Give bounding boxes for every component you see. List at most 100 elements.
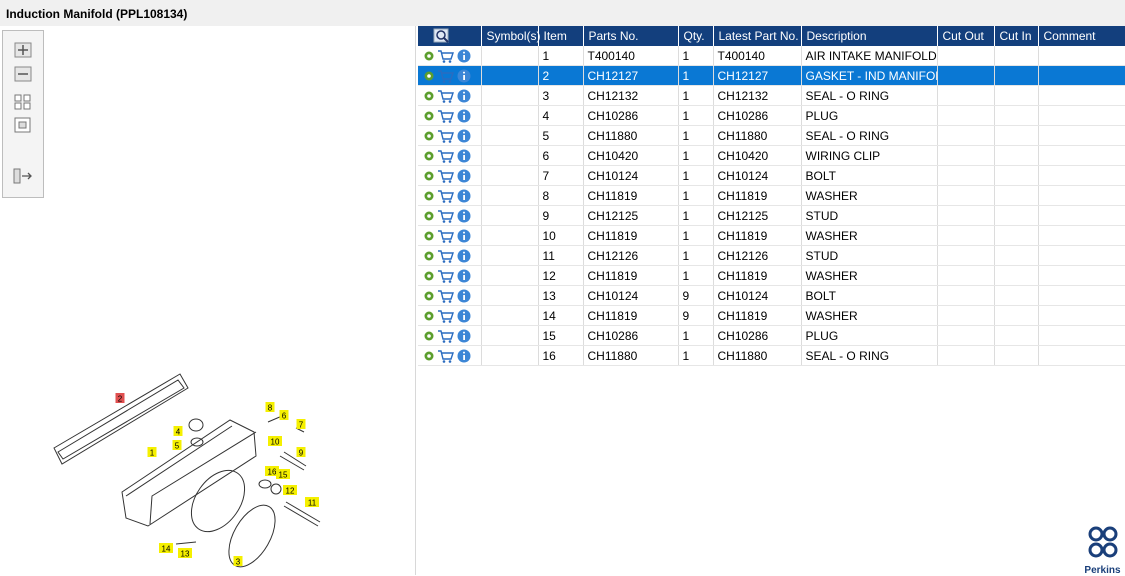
actual-size-button[interactable] bbox=[14, 117, 31, 133]
part-row[interactable]: 14 CH11819 9 CH11819 WASHER bbox=[418, 305, 1125, 326]
callout-box[interactable] bbox=[296, 447, 306, 457]
part-row[interactable]: 5 CH11880 1 CH11880 SEAL - O RING bbox=[418, 125, 1125, 146]
callout-box[interactable] bbox=[265, 402, 275, 412]
symbol-cell bbox=[481, 85, 539, 106]
callout-box[interactable] bbox=[276, 469, 290, 479]
info-icon[interactable] bbox=[457, 189, 471, 202]
info-icon[interactable] bbox=[457, 289, 471, 302]
part-row[interactable]: 4 CH10286 1 CH10286 PLUG bbox=[418, 105, 1125, 126]
settings-icon[interactable] bbox=[424, 131, 434, 140]
settings-icon[interactable] bbox=[424, 331, 434, 340]
callout-box[interactable] bbox=[305, 497, 319, 507]
part-row[interactable]: 6 CH10420 1 CH10420 WIRING CLIP bbox=[418, 145, 1125, 166]
part-row[interactable]: 9 CH12125 1 CH12125 STUD bbox=[418, 205, 1125, 226]
part-row[interactable]: 15 CH10286 1 CH10286 PLUG bbox=[418, 325, 1125, 346]
callout-box[interactable] bbox=[159, 543, 173, 553]
list-toggle-button[interactable] bbox=[13, 168, 32, 184]
settings-icon[interactable] bbox=[424, 91, 434, 100]
settings-icon[interactable] bbox=[424, 71, 434, 80]
symbol-cell bbox=[481, 285, 539, 306]
part-row[interactable]: 12 CH11819 1 CH11819 WASHER bbox=[418, 265, 1125, 286]
cart-icon[interactable] bbox=[438, 229, 454, 243]
cart-icon[interactable] bbox=[438, 289, 454, 303]
callout-box[interactable] bbox=[147, 447, 157, 457]
cart-icon[interactable] bbox=[438, 169, 454, 183]
info-icon[interactable] bbox=[457, 109, 471, 122]
settings-icon[interactable] bbox=[424, 291, 434, 300]
cell: 7 bbox=[538, 165, 584, 186]
cell: WASHER bbox=[801, 305, 938, 326]
info-icon[interactable] bbox=[457, 169, 471, 182]
fit-button[interactable] bbox=[14, 94, 31, 110]
cart-icon[interactable] bbox=[438, 189, 454, 203]
settings-icon[interactable] bbox=[424, 151, 434, 160]
callout-box[interactable] bbox=[178, 548, 192, 558]
search-column-header[interactable] bbox=[418, 26, 482, 46]
callout-box[interactable] bbox=[296, 419, 306, 429]
callout-box[interactable] bbox=[172, 440, 182, 450]
zoom-in-button[interactable] bbox=[14, 42, 32, 58]
settings-icon[interactable] bbox=[424, 251, 434, 260]
page-title: Induction Manifold (PPL108134) bbox=[6, 7, 188, 21]
callout-box[interactable] bbox=[233, 556, 243, 566]
settings-icon[interactable] bbox=[424, 351, 434, 360]
info-icon[interactable] bbox=[457, 49, 471, 62]
settings-icon[interactable] bbox=[424, 51, 434, 60]
part-row[interactable]: 8 CH11819 1 CH11819 WASHER bbox=[418, 185, 1125, 206]
settings-icon[interactable] bbox=[424, 111, 434, 120]
cart-icon[interactable] bbox=[438, 49, 454, 63]
info-icon[interactable] bbox=[457, 209, 471, 222]
cart-icon[interactable] bbox=[438, 69, 454, 83]
part-row[interactable]: 7 CH10124 1 CH10124 BOLT bbox=[418, 165, 1125, 186]
cart-icon[interactable] bbox=[438, 209, 454, 223]
callout-box[interactable] bbox=[265, 466, 279, 476]
part-row[interactable]: 13 CH10124 9 CH10124 BOLT bbox=[418, 285, 1125, 306]
settings-icon[interactable] bbox=[424, 311, 434, 320]
callout-label: 15 bbox=[279, 471, 288, 480]
info-icon[interactable] bbox=[457, 269, 471, 282]
cell: 8 bbox=[538, 185, 584, 206]
settings-icon[interactable] bbox=[424, 171, 434, 180]
settings-icon[interactable] bbox=[424, 191, 434, 200]
cart-icon[interactable] bbox=[438, 129, 454, 143]
part-row[interactable]: 11 CH12126 1 CH12126 STUD bbox=[418, 245, 1125, 266]
info-icon[interactable] bbox=[457, 89, 471, 102]
settings-icon[interactable] bbox=[424, 231, 434, 240]
settings-icon[interactable] bbox=[424, 211, 434, 220]
empty-cell bbox=[937, 65, 995, 86]
part-row[interactable]: 10 CH11819 1 CH11819 WASHER bbox=[418, 225, 1125, 246]
cart-icon[interactable] bbox=[438, 309, 454, 323]
cell: SEAL - O RING bbox=[801, 85, 938, 106]
info-icon[interactable] bbox=[457, 129, 471, 142]
part-row[interactable]: 3 CH12132 1 CH12132 SEAL - O RING bbox=[418, 85, 1125, 106]
cell: 4 bbox=[538, 105, 584, 126]
part-row[interactable]: 1 T400140 1 T400140 AIR INTAKE MANIFOLD bbox=[418, 46, 1125, 66]
row-actions bbox=[418, 165, 482, 186]
info-icon[interactable] bbox=[457, 249, 471, 262]
cart-icon[interactable] bbox=[438, 329, 454, 343]
cell: BOLT bbox=[801, 165, 938, 186]
zoom-out-button[interactable] bbox=[14, 66, 32, 82]
cart-icon[interactable] bbox=[438, 349, 454, 363]
part-row[interactable]: 16 CH11880 1 CH11880 SEAL - O RING bbox=[418, 345, 1125, 366]
callout-box[interactable] bbox=[173, 426, 183, 436]
callout-label: 10 bbox=[271, 438, 280, 447]
info-icon[interactable] bbox=[457, 349, 471, 362]
cart-icon[interactable] bbox=[438, 89, 454, 103]
info-icon[interactable] bbox=[457, 149, 471, 162]
part-row[interactable]: 2 CH12127 1 CH12127 GASKET - IND MANIFOLD bbox=[418, 65, 1125, 86]
cart-icon[interactable] bbox=[438, 249, 454, 263]
cart-icon[interactable] bbox=[438, 109, 454, 123]
cart-icon[interactable] bbox=[438, 269, 454, 283]
info-icon[interactable] bbox=[457, 69, 471, 82]
info-icon[interactable] bbox=[457, 229, 471, 242]
info-icon[interactable] bbox=[457, 309, 471, 322]
callout-box[interactable] bbox=[279, 410, 289, 420]
callout-box[interactable] bbox=[268, 436, 282, 446]
symbol-cell bbox=[481, 265, 539, 286]
callout-box[interactable] bbox=[115, 393, 125, 403]
info-icon[interactable] bbox=[457, 329, 471, 342]
cart-icon[interactable] bbox=[438, 149, 454, 163]
settings-icon[interactable] bbox=[424, 271, 434, 280]
callout-box[interactable] bbox=[283, 485, 297, 495]
